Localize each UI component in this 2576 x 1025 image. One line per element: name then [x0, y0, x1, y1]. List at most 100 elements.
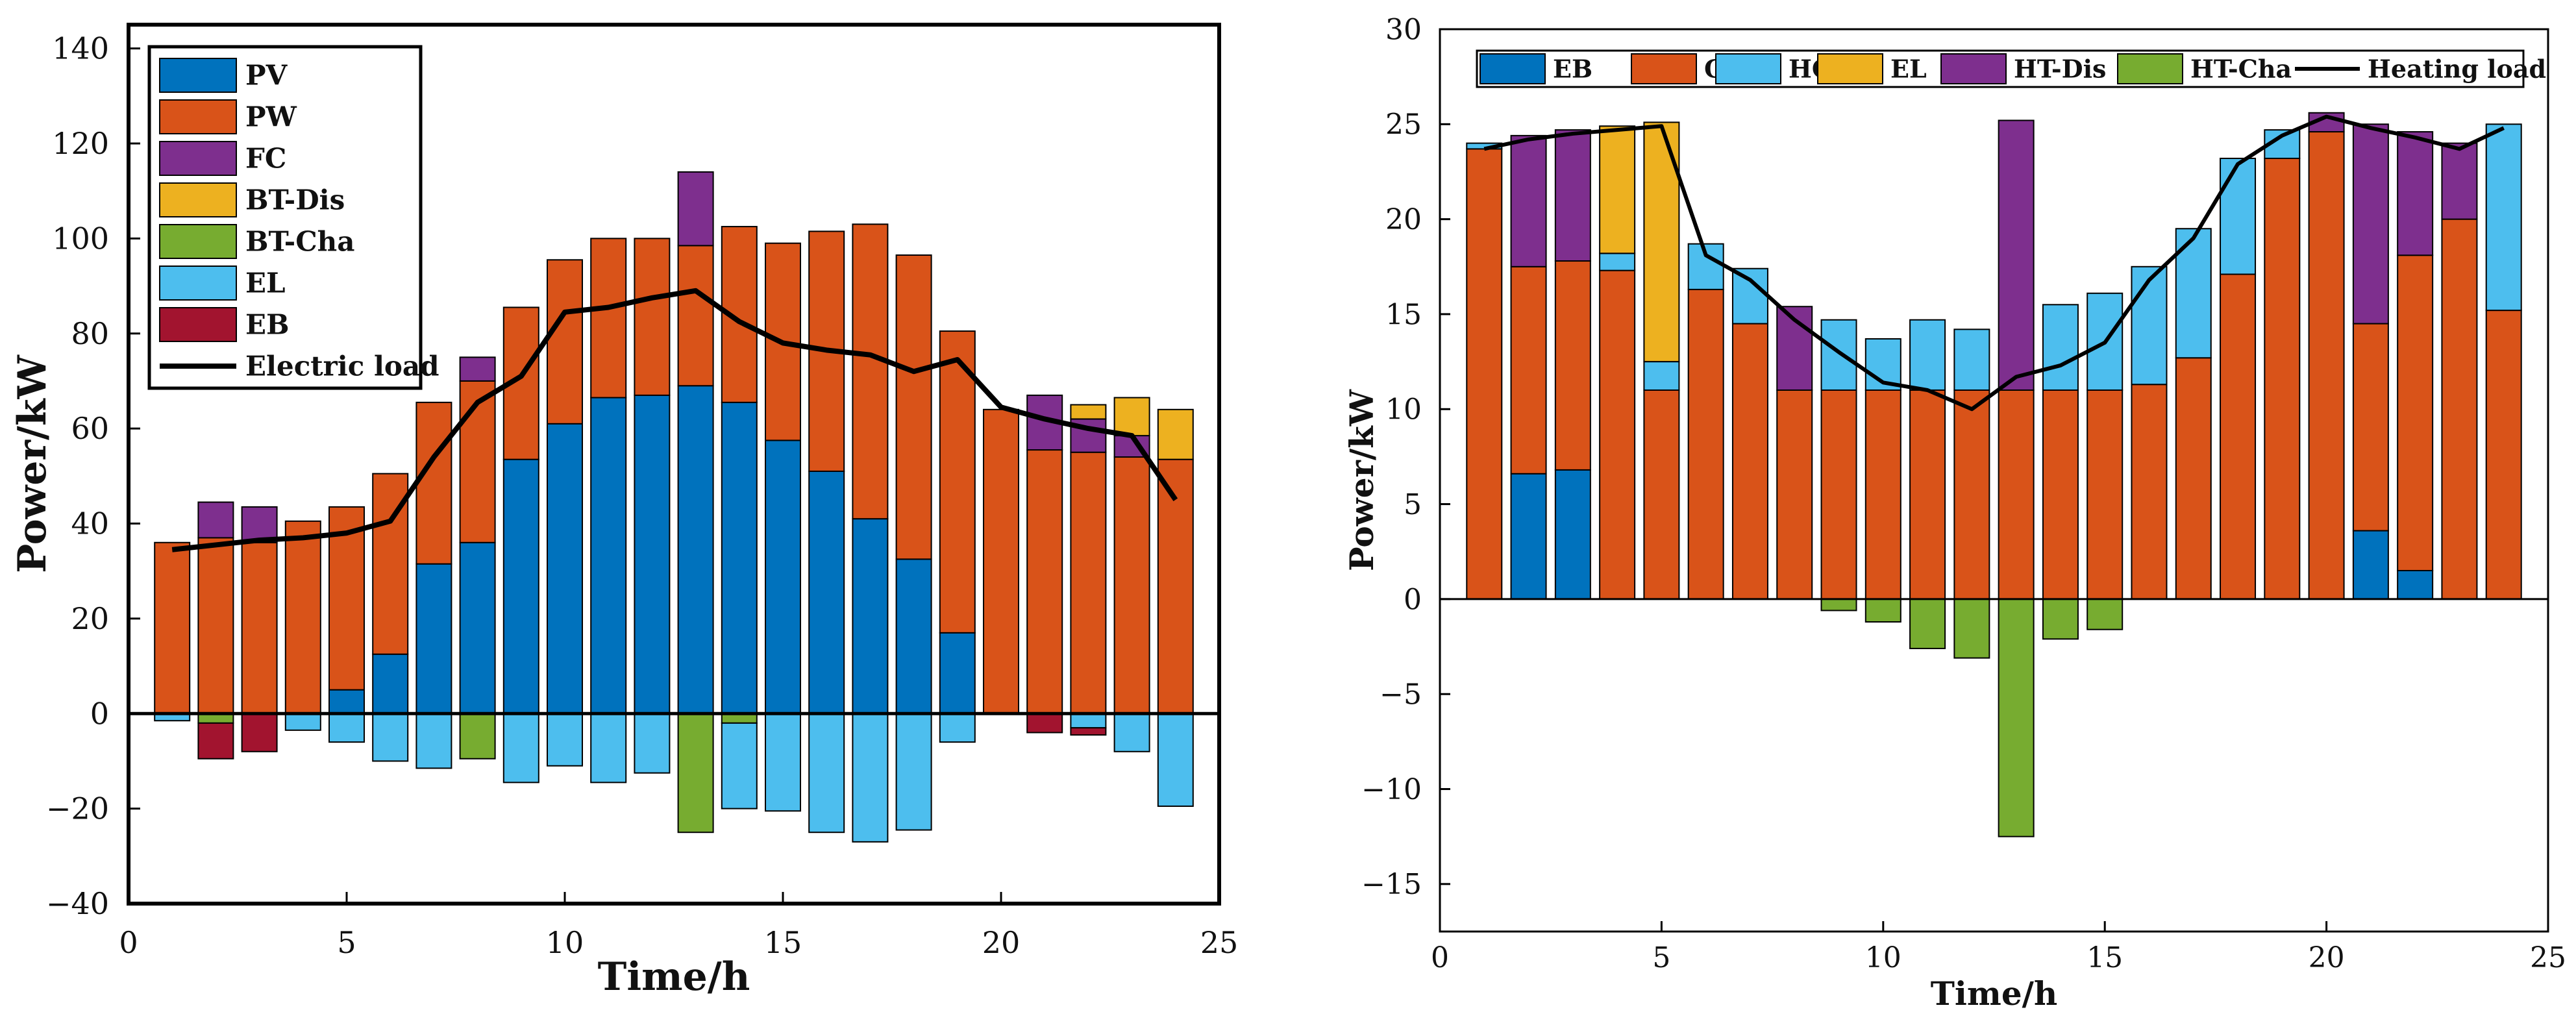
elec-bar-bt-dis-t22 [1070, 404, 1107, 420]
elec-bar-pw-t19 [939, 330, 976, 634]
elec-bar-pw-t21 [1026, 449, 1063, 715]
elec-bars [154, 171, 1194, 843]
elec-legend-label-electric-load: Electric load [245, 351, 440, 382]
elec-bar-el-t16 [808, 713, 845, 834]
heat-bar-gb-t18 [2220, 273, 2257, 600]
elec-legend-swatch-el [159, 266, 237, 301]
elec-bar-el-t17 [852, 713, 889, 843]
heat-ytick-label: −5 [1380, 678, 1422, 711]
heat-bar-gb-t13 [1998, 389, 2035, 600]
heat-bar-gb-t20 [2308, 131, 2345, 600]
heat-bar-hc-t11 [1909, 319, 1946, 391]
elec-bar-pw-t5 [328, 506, 365, 691]
elec-x-axis-title: Time/h [598, 954, 750, 1000]
heat-bar-gb-t2 [1510, 266, 1547, 475]
elec-bar-pw-t13 [677, 245, 714, 387]
heat-plot-frame [1439, 28, 2549, 933]
heat-bar-gb-t19 [2264, 157, 2301, 600]
heat-bar-ht-dis-t22 [2397, 131, 2434, 256]
elec-ytick-label: −40 [46, 886, 109, 921]
heat-bar-gb-t3 [1554, 260, 1591, 471]
elec-bar-pv-t8 [459, 541, 496, 715]
elec-legend-swatch-bt-dis [159, 182, 237, 217]
elec-bar-pw-t1 [154, 541, 191, 715]
heat-legend-label-el: EL [1890, 54, 1927, 83]
heat-bar-gb-t4 [1599, 269, 1636, 600]
elec-bar-pv-t10 [547, 423, 583, 715]
elec-bar-fc-t13 [677, 171, 714, 247]
heat-bar-el-t4 [1599, 125, 1636, 254]
elec-bar-pw-t4 [284, 520, 321, 715]
elec-ytick-label: 100 [52, 221, 109, 256]
heat-bar-hc-t7 [1731, 267, 1768, 325]
elec-xtick-label: 0 [119, 925, 138, 960]
elec-bar-pw-t2 [197, 537, 234, 715]
heat-ytick-label: −15 [1361, 868, 1422, 901]
elec-bar-pv-t7 [415, 563, 452, 715]
heat-bar-gb-t9 [1820, 389, 1857, 600]
heat-ytick-label: 10 [1385, 393, 1422, 426]
elec-bar-el-t12 [634, 713, 671, 774]
heat-bars [1466, 112, 2522, 837]
heat-bar-eb-t22 [2397, 570, 2434, 600]
heat-ytick-label: 25 [1385, 108, 1422, 142]
elec-bar-pv-t11 [590, 397, 627, 715]
elec-legend-label-pw: PW [245, 101, 297, 133]
heat-bar-ht-dis-t2 [1510, 134, 1547, 267]
heat-legend-swatch-hc [1715, 53, 1781, 84]
heat-bar-hc-t24 [2485, 123, 2522, 312]
elec-legend-label-bt-dis: BT-Dis [245, 184, 345, 216]
heat-y-axis-title: Power/kW [1343, 389, 1381, 571]
heat-legend-label-eb: EB [1553, 54, 1592, 83]
heat-bar-gb-t17 [2175, 357, 2212, 600]
elec-ytick-label: 20 [71, 601, 109, 636]
heat-bar-eb-t21 [2352, 530, 2389, 600]
heat-legend-swatch-ht-dis [1940, 53, 2007, 84]
heat-ytick-label: 5 [1404, 488, 1422, 521]
heat-bar-ht-cha-t9 [1820, 598, 1857, 611]
heat-bar-gb-t6 [1687, 288, 1724, 600]
elec-bar-pv-t19 [939, 632, 976, 715]
heat-bar-hc-t12 [1953, 328, 1990, 391]
elec-xtick-label: 5 [337, 925, 356, 960]
heat-legend-swatch-gb [1631, 53, 1697, 84]
heat-bar-ht-dis-t21 [2352, 123, 2389, 325]
elec-legend-label-bt-cha: BT-Cha [245, 226, 354, 258]
elec-legend-swatch-bt-cha [159, 224, 237, 259]
elec-bar-pw-t23 [1113, 456, 1150, 715]
heat-bar-eb-t3 [1554, 469, 1591, 600]
elec-ytick-label: −20 [46, 791, 109, 826]
heat-bar-gb-t12 [1953, 389, 1990, 600]
heat-bar-ht-cha-t12 [1953, 598, 1990, 659]
elec-bar-pv-t14 [721, 401, 758, 715]
heat-bar-ht-cha-t11 [1909, 598, 1946, 649]
heat-legend-swatch-el [1817, 53, 1883, 84]
elec-bar-pw-t7 [415, 401, 452, 565]
elec-bar-pw-t20 [983, 408, 1019, 715]
elec-y-axis-title: Power/kW [10, 354, 55, 573]
heating-power-chart: 0 5 10 15 20 25 −15 −10 −5 0 5 10 15 20 25 30 Time/h Powe… [1343, 13, 2566, 1013]
elec-legend-swatch-eb [159, 307, 237, 342]
elec-bar-pw-t8 [459, 380, 496, 543]
heat-bar-ht-cha-t15 [2087, 598, 2124, 630]
elec-bar-bt-dis-t24 [1157, 408, 1194, 460]
heat-bar-gb-t1 [1466, 148, 1503, 600]
elec-bar-pw-t12 [634, 238, 671, 396]
heat-xtick-label: 15 [2087, 941, 2123, 974]
elec-bar-eb-t22 [1070, 727, 1107, 736]
heat-ytick-label: 0 [1404, 583, 1422, 616]
heat-xtick-label: 0 [1431, 941, 1449, 974]
heat-legend-label-ht-cha: HT-Cha [2190, 54, 2292, 83]
elec-bar-el-t14 [721, 722, 758, 809]
heat-bar-hc-t18 [2220, 157, 2257, 275]
elec-ytick-label: 0 [90, 696, 109, 731]
elec-legend-label-el: EL [245, 267, 286, 299]
elec-bar-pw-t22 [1070, 451, 1107, 715]
electric-power-chart: 0 5 10 15 20 25 −40 −20 0 20 40 60 80 100 120 140 Time/h… [10, 23, 1238, 1000]
heat-bar-gb-t7 [1731, 323, 1768, 600]
elec-bar-pv-t9 [502, 458, 539, 715]
elec-bar-pv-t13 [677, 385, 714, 715]
heat-bar-gb-t11 [1909, 389, 1946, 600]
heat-legend-label-heating-load: Heating load [2368, 54, 2546, 83]
